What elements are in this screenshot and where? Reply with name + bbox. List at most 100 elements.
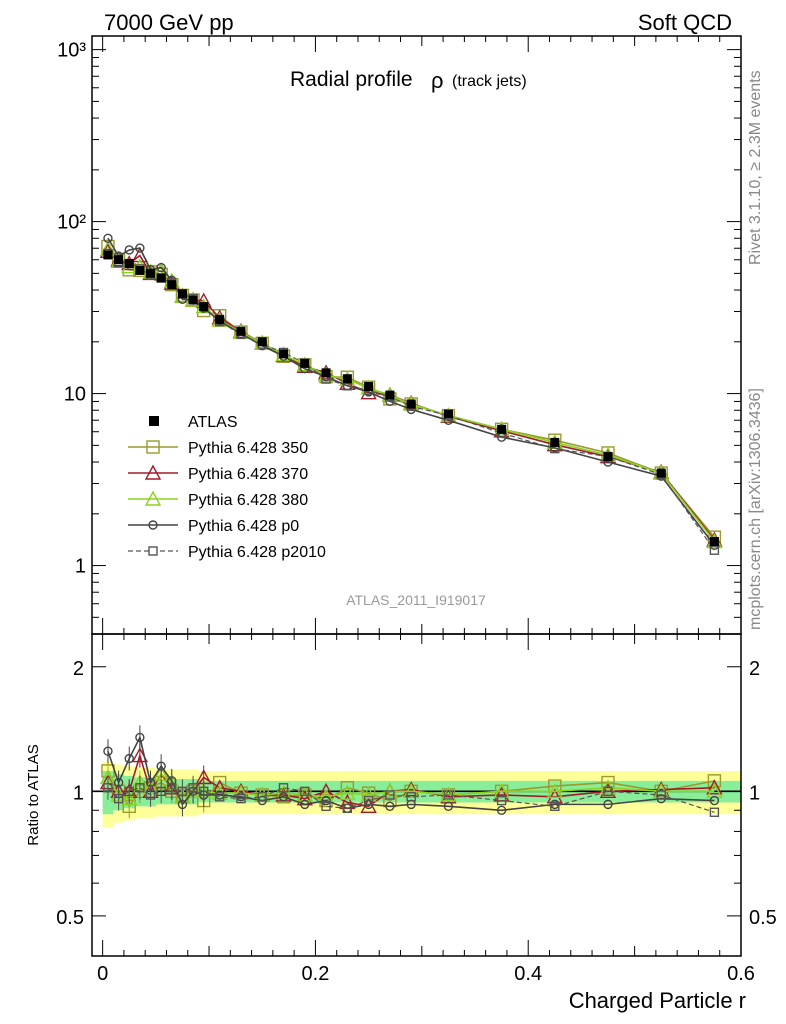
ratio-series-marker [363,795,374,806]
ratio-ylabel: Ratio to ATLAS [25,744,42,845]
ratio-series-marker [156,761,166,771]
ratio-series-marker [406,792,416,802]
ratio-series-marker [603,799,613,810]
ratio-series-line [107,735,715,812]
ratio-frame [91,633,742,957]
data-point [199,302,209,312]
ratio-series-marker [113,793,124,804]
chart-title-sub: (track jets) [452,73,527,90]
ratio-series-marker [257,792,267,802]
series-marker [103,233,113,243]
data-point [177,289,187,299]
x-tick-label: 0.4 [514,963,542,985]
data-point [257,337,267,347]
ratio-series-marker [135,783,145,793]
legend-marker [148,520,158,530]
ratio-series-marker [124,786,134,797]
data-point [342,374,352,384]
ratio-series-marker [156,786,166,797]
ratio-series-marker [177,786,188,797]
atlas-data-points [103,250,719,547]
header-left-label: 7000 GeV pp [104,10,234,35]
series-marker [709,545,720,555]
ratio-series-marker [300,786,310,797]
data-point [114,255,124,265]
data-point [124,259,134,269]
legend-label: Pythia 6.428 p0 [188,518,299,535]
series-marker [135,243,145,253]
ratio-series-marker [550,801,560,812]
series-marker [124,245,134,255]
ratio-series-marker [199,786,209,797]
ratio-series-marker [113,777,124,788]
ratio-series-marker [493,782,510,799]
series-marker [156,262,166,273]
legend-marker [144,464,162,480]
ratio-series-marker [103,783,113,793]
ratio-series-marker [385,790,395,800]
chart-title: Radial profile [290,68,413,91]
ratio-series-marker [135,732,145,743]
ratio-series-marker [275,784,292,800]
data-point [385,390,395,400]
header-right-label: Soft QCD [638,10,732,35]
ratio-tick-label-left: 0.5 [56,907,84,929]
ratio-series-marker [236,793,246,804]
legend-atlas-label: ATLAS [188,414,238,431]
data-point [603,452,613,462]
ratio-tick-label-right: 0.5 [749,907,777,929]
x-tick-label: 0 [97,963,108,985]
ratio-series-marker [403,782,420,799]
data-point [279,349,289,359]
legend-atlas-marker [149,416,159,426]
ratio-series-marker [443,790,454,800]
ratio-series-marker [496,805,507,815]
data-point [364,381,374,391]
ratio-series-marker [603,786,613,797]
ratio-series-marker [188,783,198,793]
legend: ATLAS Pythia 6.428 350 Pythia 6.428 370 Pyt… [128,414,326,561]
data-point [236,326,246,336]
data-point [300,358,310,368]
ratio-series-marker [342,803,353,813]
ratio-series-marker [707,774,722,788]
y-tick-label: 10³ [57,40,86,62]
legend-marker [146,440,160,454]
ratio-series-marker [103,746,113,756]
ratio-series-marker [656,790,666,800]
data-point [135,265,145,275]
legend-marker [148,546,158,556]
legend-marker [144,490,162,506]
ratio-series-marker [706,782,723,799]
mcplots-label: mcplots.cern.ch [arXiv:1306.3436] [747,388,764,630]
x-axis-label: Charged Particle r [569,988,746,1013]
ratio-panel: 0.5 0.5 1 1 2 2 0 0.2 0.4 0.6 Ratio to ATLAS [25,633,777,985]
ratio-series-marker [167,783,177,793]
data-point [215,314,225,324]
data-point [167,280,177,290]
data-point [156,273,166,283]
data-point [406,399,416,409]
x-tick-label: 0.6 [727,963,755,985]
main-axis-ticks: 1 10 10² 10³ [57,36,742,635]
ratio-series-line [107,787,715,813]
ratio-series-marker [546,782,563,799]
legend-label: Pythia 6.428 p2010 [188,544,326,561]
data-point [321,368,331,378]
ratio-series-marker [278,792,289,802]
ratio-series-marker [496,795,507,806]
ratio-series-marker [214,792,225,802]
ratio-series-marker [321,795,331,806]
data-point [146,268,156,278]
ratio-tick-label-left: 2 [73,658,84,680]
data-point [103,250,113,260]
ratio-series-marker [385,801,395,812]
ratio-series-marker [145,790,156,800]
ratio-tick-label-right: 1 [749,782,760,804]
ratio-tick-label-left: 1 [73,782,84,804]
analysis-watermark: ATLAS_2011_I919017 [346,592,486,608]
y-tick-label: 1 [75,556,86,578]
ratio-series-group [99,725,723,819]
